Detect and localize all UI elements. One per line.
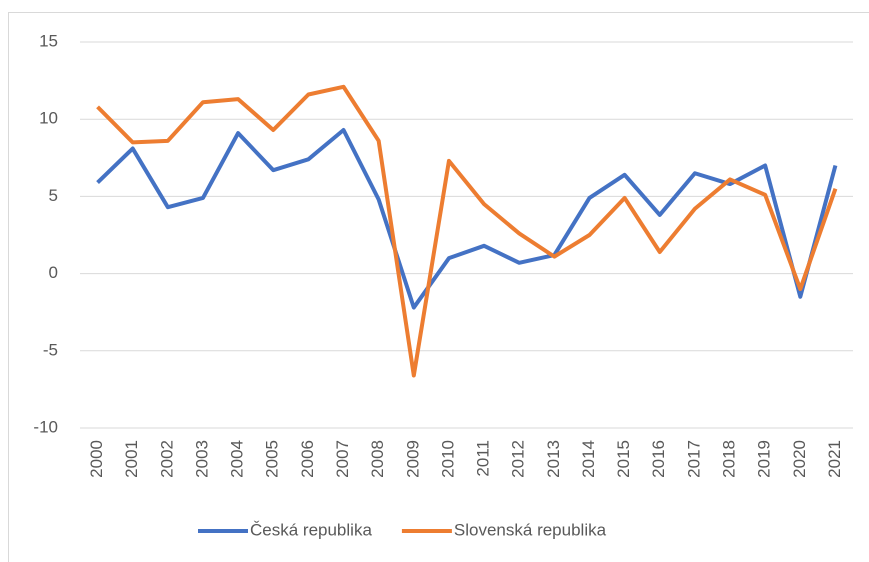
x-tick-label: 2007 [333,440,352,478]
x-tick-label: 2021 [825,440,844,478]
x-tick-label: 2003 [192,440,211,478]
x-tick-label: 2001 [122,440,141,478]
y-tick-label: 15 [39,31,58,50]
y-tick-label: -5 [43,340,58,359]
x-tick-label: 2000 [87,440,106,478]
legend-label: Česká republika [250,520,372,539]
x-tick-label: 2014 [579,440,598,478]
x-tick-label: 2009 [403,440,422,478]
x-tick-label: 2013 [544,440,563,478]
y-tick-label: 10 [39,109,58,128]
y-tick-label: -10 [33,417,58,436]
x-tick-label: 2006 [298,440,317,478]
x-tick-label: 2010 [438,440,457,478]
x-tick-label: 2002 [157,440,176,478]
x-tick-label: 2015 [614,440,633,478]
chart-frame [8,12,869,562]
x-tick-label: 2016 [649,440,668,478]
y-tick-label: 0 [49,263,58,282]
series-line [96,84,838,378]
x-tick-label: 2005 [263,440,282,478]
x-tick-label: 2004 [228,440,247,478]
series-line [96,128,838,310]
x-tick-label: 2018 [720,440,739,478]
x-tick-label: 2011 [474,440,493,477]
x-tick-label: 2017 [684,440,703,478]
x-tick-label: 2008 [368,440,387,478]
x-tick-label: 2012 [509,440,528,478]
x-tick-label: 2019 [755,440,774,478]
y-tick-label: 5 [49,186,58,205]
x-tick-label: 2020 [790,440,809,478]
legend-label: Slovenská republika [454,520,607,539]
